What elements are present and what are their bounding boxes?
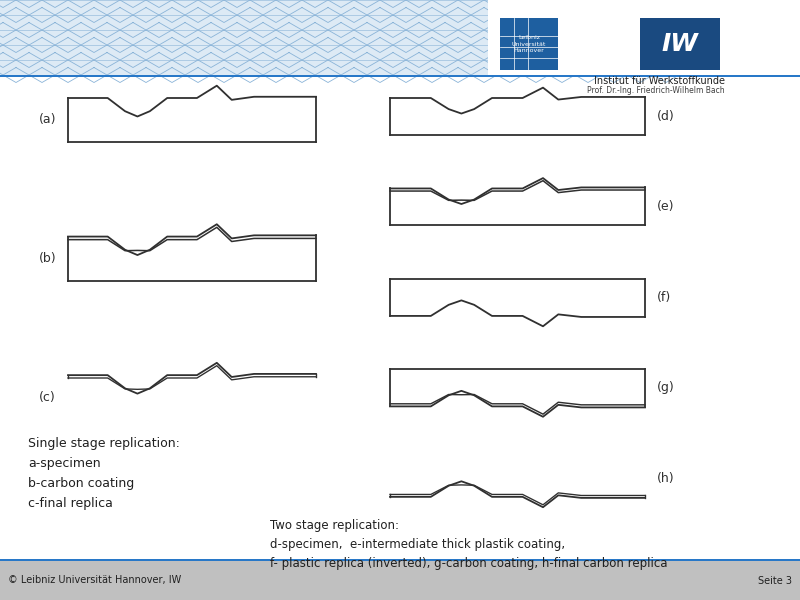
Text: IW: IW xyxy=(662,32,698,56)
Text: Single stage replication:
a-specimen
b-carbon coating
c-final replica: Single stage replication: a-specimen b-c… xyxy=(28,437,180,510)
Text: (d): (d) xyxy=(657,110,674,123)
Bar xyxy=(0,561,800,600)
Text: © Leibniz Universität Hannover, IW: © Leibniz Universität Hannover, IW xyxy=(8,575,182,586)
Text: Two stage replication:
d-specimen,  e-intermediate thick plastik coating,
f- pla: Two stage replication: d-specimen, e-int… xyxy=(270,519,667,570)
Text: Seite 3: Seite 3 xyxy=(758,575,792,586)
Bar xyxy=(640,18,720,70)
Text: (b): (b) xyxy=(38,252,56,265)
Text: Prof. Dr.-Ing. Friedrich-Wilhelm Bach: Prof. Dr.-Ing. Friedrich-Wilhelm Bach xyxy=(587,86,725,95)
Text: (c): (c) xyxy=(39,391,56,404)
Bar xyxy=(500,18,558,70)
Text: (h): (h) xyxy=(657,472,674,485)
Text: Leibniz
Universität
Hannover: Leibniz Universität Hannover xyxy=(512,35,546,53)
Bar xyxy=(0,74,800,77)
Bar xyxy=(488,0,800,75)
Bar xyxy=(0,0,800,75)
Text: (e): (e) xyxy=(657,200,674,214)
Text: (g): (g) xyxy=(657,382,674,394)
Text: (a): (a) xyxy=(38,113,56,127)
Text: (f): (f) xyxy=(657,291,671,304)
Text: Institut für Werkstoffkunde: Institut für Werkstoffkunde xyxy=(594,76,725,86)
Bar xyxy=(0,559,800,561)
